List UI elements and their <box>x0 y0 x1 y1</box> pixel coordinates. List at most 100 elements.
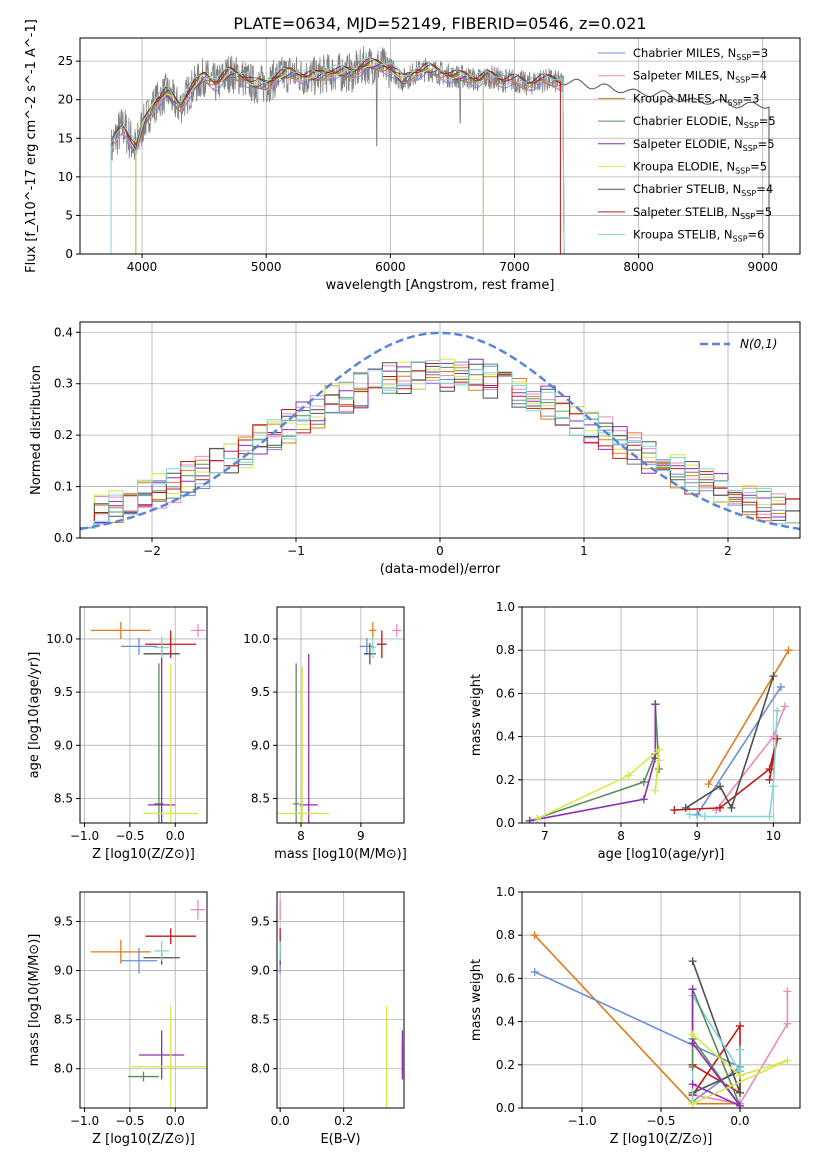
series-marker <box>655 756 664 765</box>
x-tick-label: −0.5 <box>115 829 144 843</box>
series-marker <box>783 987 792 996</box>
y-tick-label: 8.5 <box>54 1013 73 1027</box>
series-marker <box>716 803 725 812</box>
series-marker <box>639 777 648 786</box>
x-tick-label: 4000 <box>127 260 158 274</box>
y-tick-label: 0.6 <box>496 686 515 700</box>
errorbar-point <box>90 621 151 639</box>
y-axis-label: age [log10(age/yr)] <box>27 652 42 779</box>
x-axis-label: Z [log10(Z/Z⊙)] <box>610 1132 713 1147</box>
y-tick-label: 0.8 <box>496 643 515 657</box>
series-marker <box>735 1071 744 1080</box>
errorbar-point <box>120 947 158 974</box>
x-tick-label: −1.0 <box>70 829 99 843</box>
y-axis-label: mass weight <box>469 674 484 756</box>
model-spectrum-8 <box>110 57 561 254</box>
errorbar-point <box>190 624 206 637</box>
legend-entry: Kroupa ELODIE, NSSP=5 <box>633 160 767 176</box>
y-tick-label: 1.0 <box>496 885 515 899</box>
observed-spectrum <box>110 46 565 174</box>
axes-overlay: −1.0 −0.5 0.0 0.0 0.2 0.4 0.6 0.8 1.0 Z [log10(Z/… <box>469 885 801 1147</box>
y-tick-label: 0.8 <box>496 928 515 942</box>
axes-overlay: −2 −1 0 1 2 0.0 0.1 0.2 0.3 0.4 (data-model)/error… <box>29 321 801 577</box>
x-tick-label: 9 <box>357 829 365 843</box>
errorbar-point <box>143 664 198 823</box>
errorbar-point <box>128 1071 159 1082</box>
y-tick-label: 8.5 <box>54 792 73 806</box>
errorbar-point <box>293 663 300 823</box>
axes-frame <box>276 891 405 1109</box>
axes-frame <box>521 606 801 824</box>
series-marker <box>716 782 725 791</box>
series-marker <box>780 702 789 711</box>
axes-overlay: −1.0 −0.5 0.0 8.5 9.0 9.5 10.0 Z [log10(Z/Z⊙)] a… <box>27 606 208 862</box>
x-tick-label: −0.5 <box>115 1114 144 1128</box>
legend-entry: Salpeter MILES, NSSP=4 <box>633 69 767 85</box>
series-marker <box>765 765 774 773</box>
model-spectrum-3 <box>135 63 565 254</box>
axes-overlay: 4000 5000 6000 7000 8000 9000 0 5 10 15 20 25 wavele… <box>24 19 801 293</box>
legend-entry: Salpeter STELIB, NSSP=5 <box>633 205 772 221</box>
y-axis-label: mass weight <box>469 959 484 1041</box>
errorbar-point <box>363 643 376 665</box>
panel-6: −1.0 −0.5 0.0 8.0 8.5 9.0 9.5 Z [log10(Z/Z⊙)] ma… <box>27 891 208 1147</box>
plots-layer: 4000 5000 6000 7000 8000 90000510152025wavele… <box>24 19 801 1147</box>
y-tick-label: 0.2 <box>54 428 73 442</box>
series-marker <box>688 1039 697 1048</box>
y-tick-label: 9.5 <box>251 914 270 928</box>
y-tick-label: 25 <box>58 54 73 68</box>
axes-frame <box>79 606 208 824</box>
x-tick-label: 0.2 <box>334 1114 353 1128</box>
figure-title: PLATE=0634, MJD=52149, FIBERID=0546, z=0… <box>233 14 646 33</box>
errorbar-point <box>190 899 206 920</box>
x-axis-label: Z [log10(Z/Z⊙)] <box>92 1132 195 1147</box>
series-marker <box>651 700 660 709</box>
legend-entry: Chabrier ELODIE, NSSP=5 <box>633 114 776 130</box>
series-marker <box>530 967 539 976</box>
x-tick-label: 8 <box>617 829 625 843</box>
axes-overlay: −1.0 −0.5 0.0 8.0 8.5 9.0 9.5 Z [log10(Z/Z⊙)] ma… <box>27 891 208 1147</box>
y-tick-label: 9.5 <box>54 914 73 928</box>
series-marker <box>704 780 713 789</box>
x-tick-label: −1 <box>287 544 305 558</box>
series-marker <box>533 814 542 823</box>
series-marker <box>651 786 660 795</box>
errorbar-point <box>129 1005 207 1108</box>
series-marker <box>783 1056 792 1065</box>
x-tick-label: 9 <box>693 829 701 843</box>
x-axis-label: mass [log10(M/M⊙)] <box>274 847 407 862</box>
series-marker <box>688 957 697 966</box>
y-tick-label: 8.0 <box>54 1062 73 1076</box>
series-marker <box>688 1062 697 1071</box>
x-tick-label: 8000 <box>623 260 654 274</box>
series-marker <box>769 672 778 681</box>
plot-area <box>525 646 793 823</box>
model-spectrum-7 <box>110 59 770 254</box>
errorbar-point <box>392 624 402 637</box>
panel-4: 8 9 8.5 9.0 9.5 10.0 mass [log10(M/M⊙)] <box>243 606 407 862</box>
panel-7: 0.0 0.2 8.0 8.5 9.0 9.5 E(B-V) <box>251 891 405 1147</box>
y-tick-label: 0.2 <box>496 773 515 787</box>
series-marker <box>773 734 782 743</box>
y-tick-label: 0.0 <box>54 531 73 545</box>
series-marker <box>776 682 785 691</box>
errorbar-point <box>154 636 169 659</box>
y-tick-label: 8.5 <box>251 1013 270 1027</box>
x-tick-label: −2 <box>143 544 161 558</box>
x-tick-label: −0.5 <box>646 1114 675 1128</box>
series-marker <box>769 782 778 791</box>
series-marker <box>773 706 782 715</box>
axes-overlay: 7 8 9 10 0.0 0.2 0.4 0.6 0.8 1.0 age [log10(age/yr… <box>469 600 801 862</box>
panel-2: −2 −1 0 1 2 0.0 0.1 0.2 0.3 0.4 (data-model)/error… <box>29 321 801 577</box>
errorbar-point <box>90 940 151 964</box>
x-tick-label: 6000 <box>375 260 406 274</box>
series-line-8 <box>529 704 657 822</box>
axes-overlay: 0.0 0.2 8.0 8.5 9.0 9.5 E(B-V) <box>251 891 405 1147</box>
x-axis-label: E(B-V) <box>320 1132 360 1147</box>
series-marker <box>525 816 534 823</box>
series-marker <box>688 1080 697 1089</box>
y-tick-label: 9.5 <box>251 685 270 699</box>
errorbar-point <box>277 666 330 823</box>
plot-area <box>90 899 207 1108</box>
